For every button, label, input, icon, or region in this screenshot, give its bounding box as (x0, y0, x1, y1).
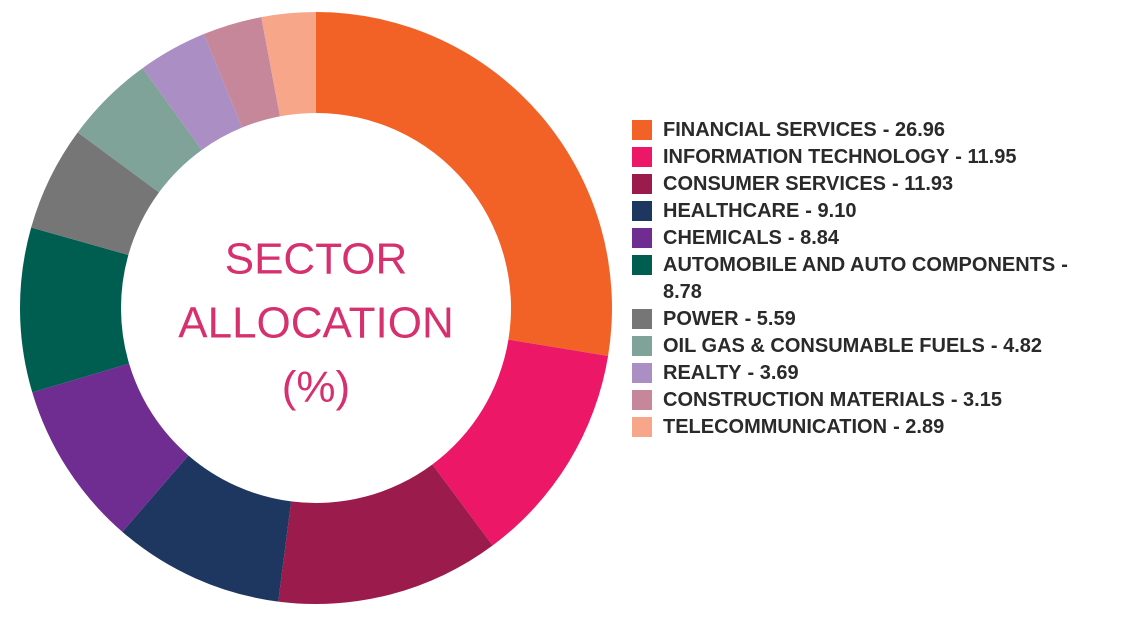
legend-entry: OIL GAS & CONSUMABLE FUELS - 4.82 (632, 333, 1110, 360)
donut-slice (122, 455, 292, 602)
legend-value: - 2.89 (893, 416, 945, 438)
legend-entry: CHEMICALS - 8.84 (632, 225, 1110, 252)
donut-slice (278, 464, 493, 604)
legend-entry: CONSTRUCTION MATERIALS - 3.15 (632, 387, 1110, 414)
legend-entry: REALTY - 3.69 (632, 360, 1110, 387)
legend-swatch (632, 201, 652, 221)
legend-entry: POWER - 5.59 (632, 306, 1110, 333)
legend-entry: AUTOMOBILE AND AUTO COMPONENTS - 8.78 (632, 252, 1110, 306)
legend-label: OIL GAS & CONSUMABLE FUELS (663, 335, 985, 357)
legend-swatch (632, 174, 652, 194)
donut-chart: SECTOR ALLOCATION (%) (19, 12, 613, 604)
legend-swatch (632, 390, 652, 410)
legend: FINANCIAL SERVICES - 26.96 INFORMATION TEC… (632, 117, 1110, 441)
legend-swatch (632, 309, 652, 329)
donut-slice (77, 68, 202, 193)
legend-swatch (632, 147, 652, 167)
legend-label: CONSTRUCTION MATERIALS (663, 389, 945, 411)
legend-label: REALTY (663, 362, 742, 384)
donut-slice (32, 363, 189, 532)
legend-swatch (632, 363, 652, 383)
legend-value: - 3.69 (747, 362, 799, 384)
donut-slice (31, 132, 160, 255)
legend-label: POWER (663, 308, 739, 330)
legend-value: - 8.78 (663, 254, 1068, 303)
donut-slice (432, 339, 609, 546)
legend-label: HEALTHCARE (663, 200, 800, 222)
legend-entry: HEALTHCARE - 9.10 (632, 198, 1110, 225)
legend-swatch (632, 120, 652, 140)
legend-value: - 9.10 (805, 200, 857, 222)
donut-slice (316, 12, 613, 357)
chart-title: (%) (282, 363, 350, 412)
donut-slice (19, 227, 130, 393)
legend-value: - 11.95 (955, 146, 1017, 168)
legend-value: - 11.93 (892, 173, 954, 195)
chart-title: SECTOR (225, 235, 408, 284)
legend-swatch (632, 336, 652, 356)
legend-label: CONSUMER SERVICES (663, 173, 887, 195)
legend-swatch (632, 255, 652, 275)
donut-slice (203, 17, 280, 128)
legend-value: - 4.82 (990, 335, 1043, 357)
legend-label: CHEMICALS (663, 227, 782, 249)
legend-entry: FINANCIAL SERVICES - 26.96 (632, 117, 1110, 144)
legend-label: AUTOMOBILE AND AUTO COMPONENTS (663, 254, 1056, 276)
legend-label: FINANCIAL SERVICES (663, 119, 877, 141)
legend-value: - 8.84 (787, 227, 840, 249)
legend-value: - 3.15 (950, 389, 1002, 411)
donut-slice (142, 34, 243, 150)
legend-entry: INFORMATION TECHNOLOGY - 11.95 (632, 144, 1110, 171)
legend-value: - 26.96 (882, 119, 946, 141)
legend-swatch (632, 228, 652, 248)
legend-entry: CONSUMER SERVICES - 11.93 (632, 171, 1110, 198)
legend-entry: TELECOMMUNICATION - 2.89 (632, 414, 1110, 441)
legend-swatch (632, 417, 652, 437)
chart-title: ALLOCATION (178, 299, 453, 348)
donut-slice (261, 12, 316, 117)
legend-label: INFORMATION TECHNOLOGY (663, 146, 950, 168)
legend-value: - 5.59 (744, 308, 796, 330)
legend-label: TELECOMMUNICATION (663, 416, 888, 438)
